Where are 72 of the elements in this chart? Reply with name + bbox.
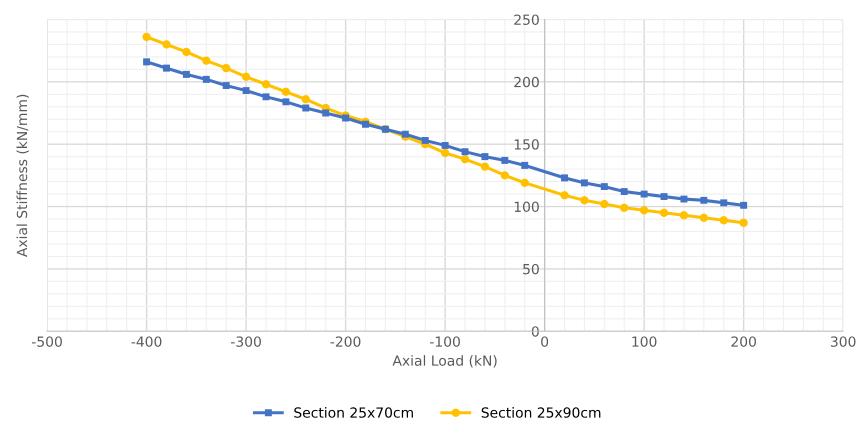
point xyxy=(222,82,230,90)
x-tick-label: 0 xyxy=(541,336,548,347)
point xyxy=(500,171,509,180)
legend-label: Section 25x70cm xyxy=(294,407,413,418)
point xyxy=(620,204,628,212)
point xyxy=(660,193,668,200)
point xyxy=(222,64,230,72)
point xyxy=(480,162,490,171)
point xyxy=(640,206,648,214)
point xyxy=(242,72,250,82)
point xyxy=(202,76,210,83)
x-tick-label: -500 xyxy=(32,336,62,347)
point xyxy=(501,156,508,164)
point xyxy=(282,88,290,96)
point xyxy=(182,70,190,78)
point xyxy=(322,110,330,116)
x-tick-label: -300 xyxy=(231,336,261,347)
x-tick-label: 100 xyxy=(632,336,656,347)
point xyxy=(620,188,628,196)
point xyxy=(262,80,270,88)
point xyxy=(481,153,488,160)
point xyxy=(700,214,708,222)
point xyxy=(680,196,688,203)
x-tick-label: -100 xyxy=(430,336,460,347)
point xyxy=(580,179,588,186)
x-tick-label: 200 xyxy=(731,336,756,347)
point xyxy=(720,199,728,206)
x-axis-title: Axial Load (kN) xyxy=(392,355,497,368)
point xyxy=(660,208,668,217)
point xyxy=(440,148,450,158)
point xyxy=(143,58,150,66)
y-tick-label: 50 xyxy=(523,264,539,274)
point xyxy=(182,48,191,56)
y-tick-label: 200 xyxy=(514,76,539,88)
y-tick-label: 250 xyxy=(514,14,539,25)
y-tick-label: 0 xyxy=(532,326,539,337)
point xyxy=(560,191,569,200)
x-tick-label: -200 xyxy=(330,336,360,347)
x-tick-label: 300 xyxy=(830,336,856,347)
point xyxy=(162,40,171,49)
point xyxy=(600,183,608,190)
point xyxy=(600,200,609,208)
point xyxy=(242,87,250,94)
point xyxy=(142,32,151,42)
y-axis-title: Axial Stiffness (kN/mm) xyxy=(16,94,29,258)
point xyxy=(302,104,310,112)
point xyxy=(580,196,589,204)
point xyxy=(262,93,270,100)
point xyxy=(739,218,748,227)
point xyxy=(640,190,648,198)
point xyxy=(700,196,708,204)
point xyxy=(521,162,528,169)
point xyxy=(520,178,529,188)
y-tick-label: 150 xyxy=(514,139,539,150)
x-tick-label: -400 xyxy=(132,336,162,347)
y-tick-label: 100 xyxy=(514,202,539,212)
point xyxy=(202,56,210,65)
point xyxy=(462,148,468,156)
point xyxy=(561,174,568,182)
point xyxy=(302,95,310,104)
point xyxy=(720,216,728,224)
legend-label: Section 25x90cm xyxy=(482,407,600,418)
point xyxy=(680,211,688,220)
point xyxy=(422,136,429,144)
point xyxy=(342,114,350,122)
point xyxy=(362,120,369,128)
point xyxy=(740,202,748,209)
point xyxy=(402,130,409,138)
point xyxy=(442,142,449,149)
point xyxy=(163,64,170,72)
point xyxy=(282,98,290,106)
point xyxy=(460,154,470,164)
